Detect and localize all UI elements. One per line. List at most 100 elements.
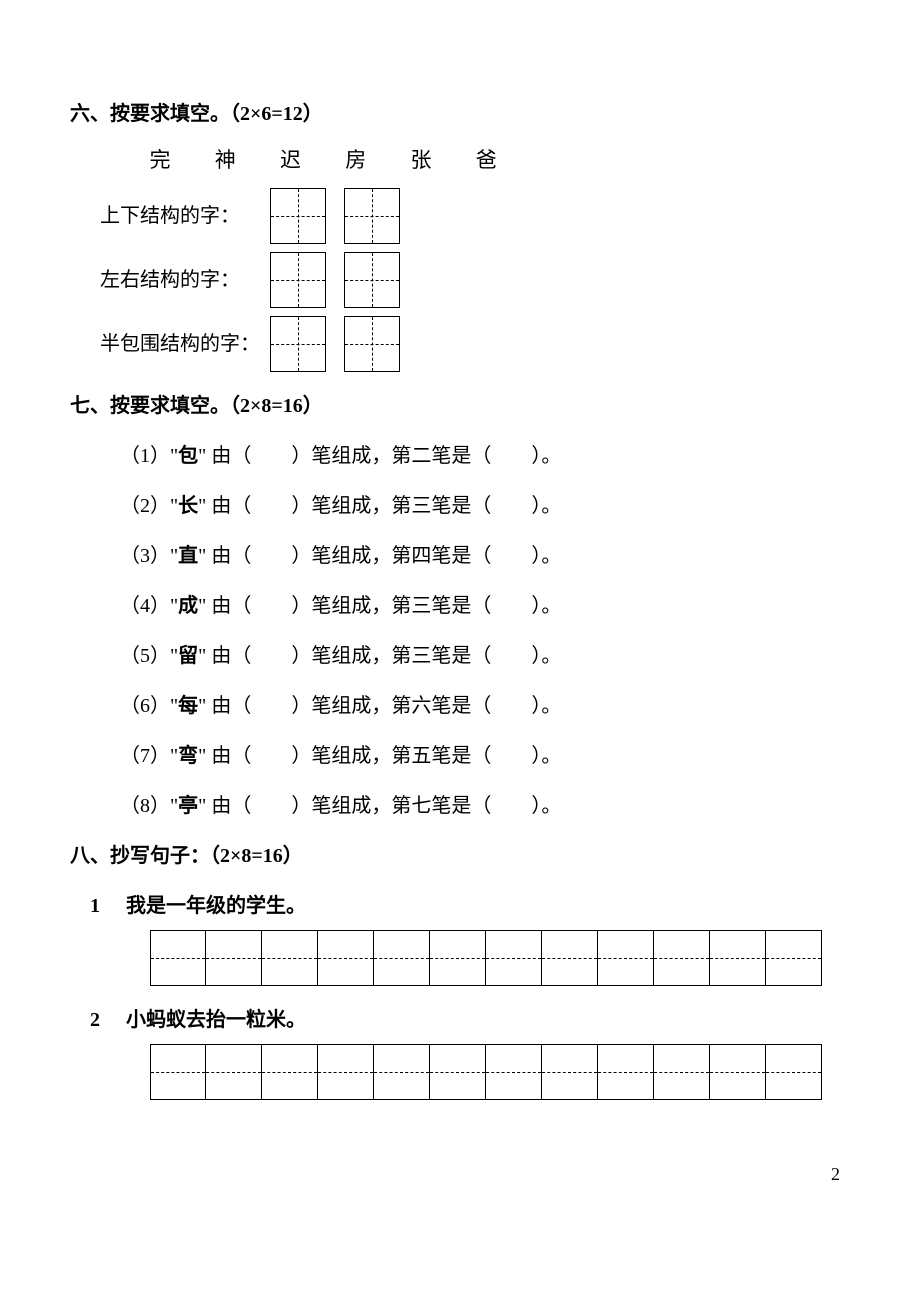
q8-num: 2 xyxy=(90,1004,126,1036)
write-cell[interactable] xyxy=(262,930,318,986)
section-8-block: 1我是一年级的学生。 2小蚂蚁去抬一粒米。 xyxy=(90,890,850,1100)
char-write-box[interactable] xyxy=(344,316,400,372)
structure-label: 左右结构的字： xyxy=(100,264,270,296)
write-cell[interactable] xyxy=(262,1044,318,1100)
write-cell[interactable] xyxy=(710,930,766,986)
write-cell[interactable] xyxy=(150,930,206,986)
write-cell[interactable] xyxy=(654,930,710,986)
structure-row-top-bottom: 上下结构的字： xyxy=(100,188,850,244)
q7-stroke-desc: 第三笔是 xyxy=(391,495,471,517)
q7-char: 长 xyxy=(178,495,198,517)
section-7-list: （1）"包" 由（ ）笔组成，第二笔是（ ）。 （2）"长" 由（ ）笔组成，第三… xyxy=(120,440,850,822)
q7-char: 弯 xyxy=(178,745,198,767)
q7-blank[interactable]: （ ）。 xyxy=(471,445,561,467)
q8-num: 1 xyxy=(90,890,126,922)
q7-num: （3） xyxy=(120,545,170,567)
write-cell[interactable] xyxy=(598,1044,654,1100)
q7-num: （1） xyxy=(120,445,170,467)
char-write-box[interactable] xyxy=(270,252,326,308)
q7-blank[interactable]: （ ）。 xyxy=(471,645,561,667)
q7-text: 由（ ）笔组成， xyxy=(211,795,391,817)
char-item: 张 xyxy=(391,144,451,178)
q7-item: （1）"包" 由（ ）笔组成，第二笔是（ ）。 xyxy=(120,440,850,472)
q7-char: 成 xyxy=(178,595,198,617)
write-cell[interactable] xyxy=(206,1044,262,1100)
q7-text: 由（ ）笔组成， xyxy=(211,445,391,467)
q7-text: 由（ ）笔组成， xyxy=(211,495,391,517)
write-cell[interactable] xyxy=(318,1044,374,1100)
write-grid xyxy=(150,930,850,986)
char-write-box[interactable] xyxy=(344,252,400,308)
q7-char: 每 xyxy=(178,695,198,717)
structure-label: 上下结构的字： xyxy=(100,200,270,232)
q7-blank[interactable]: （ ）。 xyxy=(471,795,561,817)
char-item: 神 xyxy=(195,144,255,178)
q7-text: 由（ ）笔组成， xyxy=(211,695,391,717)
q7-text: 由（ ）笔组成， xyxy=(211,545,391,567)
q7-item: （2）"长" 由（ ）笔组成，第三笔是（ ）。 xyxy=(120,490,850,522)
section-6-char-list: 完 神 迟 房 张 爸 xyxy=(130,144,850,178)
section-8-title: 八、抄写句子：（2×8=16） xyxy=(70,840,850,872)
section-7-title: 七、按要求填空。（2×8=16） xyxy=(70,390,850,422)
q7-stroke-desc: 第七笔是 xyxy=(391,795,471,817)
q7-num: （2） xyxy=(120,495,170,517)
write-cell[interactable] xyxy=(710,1044,766,1100)
section-6-title: 六、按要求填空。（2×6=12） xyxy=(70,98,850,130)
write-cell[interactable] xyxy=(318,930,374,986)
write-cell[interactable] xyxy=(542,930,598,986)
q7-item: （8）"亭" 由（ ）笔组成，第七笔是（ ）。 xyxy=(120,790,850,822)
q8-sentence: 2小蚂蚁去抬一粒米。 xyxy=(90,1004,850,1036)
write-cell[interactable] xyxy=(598,930,654,986)
write-cell[interactable] xyxy=(150,1044,206,1100)
q7-blank[interactable]: （ ）。 xyxy=(471,545,561,567)
q7-num: （4） xyxy=(120,595,170,617)
write-cell[interactable] xyxy=(766,930,822,986)
q7-char: 留 xyxy=(178,645,198,667)
write-cell[interactable] xyxy=(374,1044,430,1100)
write-cell[interactable] xyxy=(374,930,430,986)
q7-stroke-desc: 第三笔是 xyxy=(391,645,471,667)
q7-num: （5） xyxy=(120,645,170,667)
q7-char: 直 xyxy=(178,545,198,567)
q7-num: （6） xyxy=(120,695,170,717)
q7-blank[interactable]: （ ）。 xyxy=(471,695,561,717)
q7-text: 由（ ）笔组成， xyxy=(211,645,391,667)
write-grid xyxy=(150,1044,850,1100)
char-item: 完 xyxy=(130,144,190,178)
char-write-box[interactable] xyxy=(270,188,326,244)
write-cell[interactable] xyxy=(486,930,542,986)
write-cell[interactable] xyxy=(766,1044,822,1100)
char-write-box[interactable] xyxy=(270,316,326,372)
q7-num: （8） xyxy=(120,795,170,817)
char-write-box[interactable] xyxy=(344,188,400,244)
structure-label: 半包围结构的字： xyxy=(100,328,270,360)
q7-stroke-desc: 第五笔是 xyxy=(391,745,471,767)
q7-text: 由（ ）笔组成， xyxy=(211,745,391,767)
q7-stroke-desc: 第四笔是 xyxy=(391,545,471,567)
q8-sentence: 1我是一年级的学生。 xyxy=(90,890,850,922)
q7-text: 由（ ）笔组成， xyxy=(211,595,391,617)
char-item: 迟 xyxy=(261,144,321,178)
q7-item: （7）"弯" 由（ ）笔组成，第五笔是（ ）。 xyxy=(120,740,850,772)
q7-blank[interactable]: （ ）。 xyxy=(471,495,561,517)
write-cell[interactable] xyxy=(486,1044,542,1100)
q7-blank[interactable]: （ ）。 xyxy=(471,595,561,617)
write-cell[interactable] xyxy=(654,1044,710,1100)
q7-num: （7） xyxy=(120,745,170,767)
char-item: 房 xyxy=(326,144,386,178)
structure-row-half-enclose: 半包围结构的字： xyxy=(100,316,850,372)
q7-stroke-desc: 第六笔是 xyxy=(391,695,471,717)
q7-stroke-desc: 第二笔是 xyxy=(391,445,471,467)
q8-text: 小蚂蚁去抬一粒米。 xyxy=(126,1009,306,1031)
structure-row-left-right: 左右结构的字： xyxy=(100,252,850,308)
q7-blank[interactable]: （ ）。 xyxy=(471,745,561,767)
write-cell[interactable] xyxy=(430,930,486,986)
q7-item: （3）"直" 由（ ）笔组成，第四笔是（ ）。 xyxy=(120,540,850,572)
write-cell[interactable] xyxy=(206,930,262,986)
q7-stroke-desc: 第三笔是 xyxy=(391,595,471,617)
char-item: 爸 xyxy=(456,144,516,178)
write-cell[interactable] xyxy=(542,1044,598,1100)
q8-text: 我是一年级的学生。 xyxy=(126,895,306,917)
write-cell[interactable] xyxy=(430,1044,486,1100)
q7-item: （5）"留" 由（ ）笔组成，第三笔是（ ）。 xyxy=(120,640,850,672)
